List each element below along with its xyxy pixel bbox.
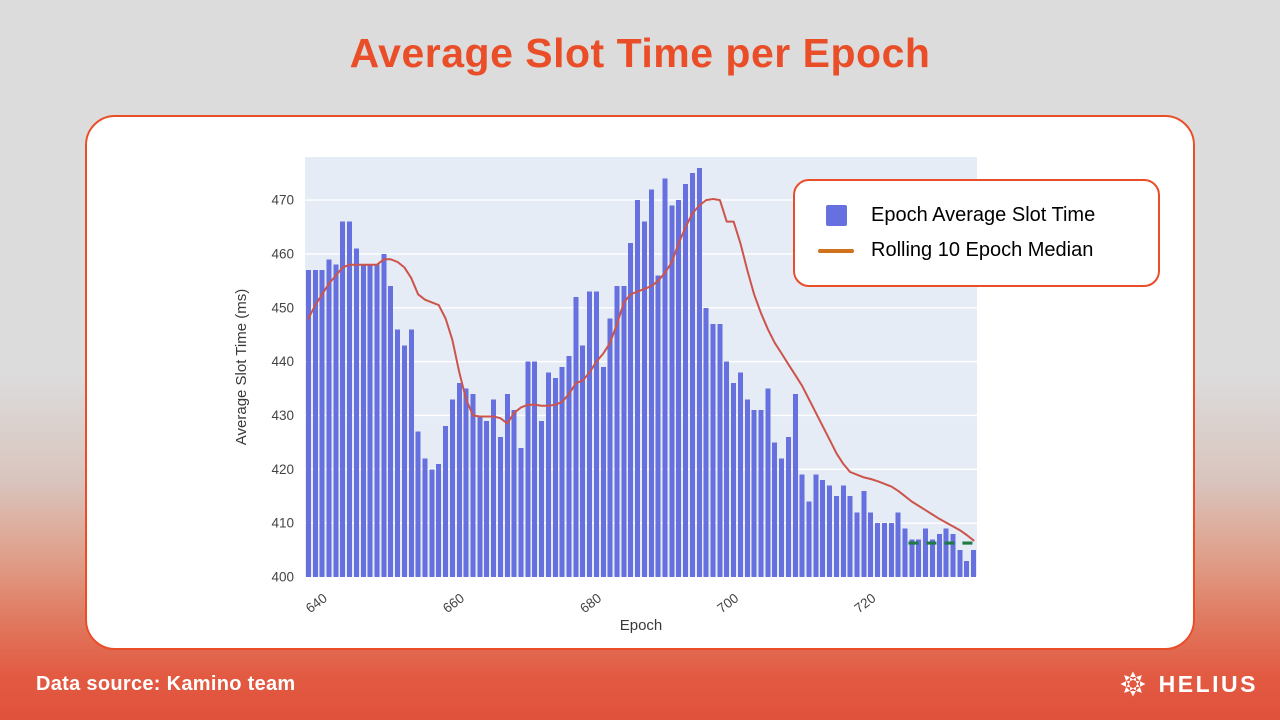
y-tick-label: 470	[271, 193, 294, 208]
chart-legend: Epoch Average Slot Time Rolling 10 Epoch…	[793, 179, 1160, 287]
bar-series-swatch	[825, 205, 847, 226]
legend-item-bars: Epoch Average Slot Time	[817, 204, 1158, 227]
y-tick-label: 450	[271, 300, 294, 315]
x-tick-label: 720	[851, 590, 878, 616]
helius-wordmark: HELIUS	[1158, 670, 1258, 697]
y-tick-label: 400	[271, 570, 294, 585]
legend-label-bars: Epoch Average Slot Time	[871, 204, 1096, 226]
bar-series-epoch-average-slot-time	[305, 167, 977, 578]
y-axis-title: Average Slot Time (ms)	[233, 289, 250, 445]
chart-card: 400 410 420 430 440 450 460 470 640 660 680 700 720 E…	[85, 115, 1195, 650]
x-tick-label: 660	[440, 590, 467, 616]
data-source-label: Data source: Kamino team	[36, 672, 296, 695]
footer: Data source: Kamino team HELIUS	[0, 662, 1280, 706]
line-series-swatch	[818, 248, 854, 253]
x-tick-label: 640	[303, 590, 330, 616]
y-tick-label: 410	[271, 516, 294, 531]
helius-logo: HELIUS	[1119, 670, 1258, 698]
bar-series-swatch-box	[817, 205, 855, 226]
y-tick-label: 420	[271, 462, 294, 477]
y-tick-label: 460	[271, 246, 294, 261]
x-tick-label: 700	[714, 590, 741, 616]
rolling-median-line	[307, 198, 975, 542]
legend-label-line: Rolling 10 Epoch Median	[871, 239, 1094, 261]
helius-sunburst-icon	[1120, 671, 1146, 697]
line-series-swatch-box	[817, 248, 855, 253]
y-tick-label: 440	[271, 354, 294, 369]
x-tick-label: 680	[577, 590, 604, 616]
x-axis-title: Epoch	[620, 617, 663, 634]
y-tick-label: 430	[271, 408, 294, 423]
legend-item-line: Rolling 10 Epoch Median	[817, 239, 1158, 262]
page-title: Average Slot Time per Epoch	[349, 30, 931, 76]
